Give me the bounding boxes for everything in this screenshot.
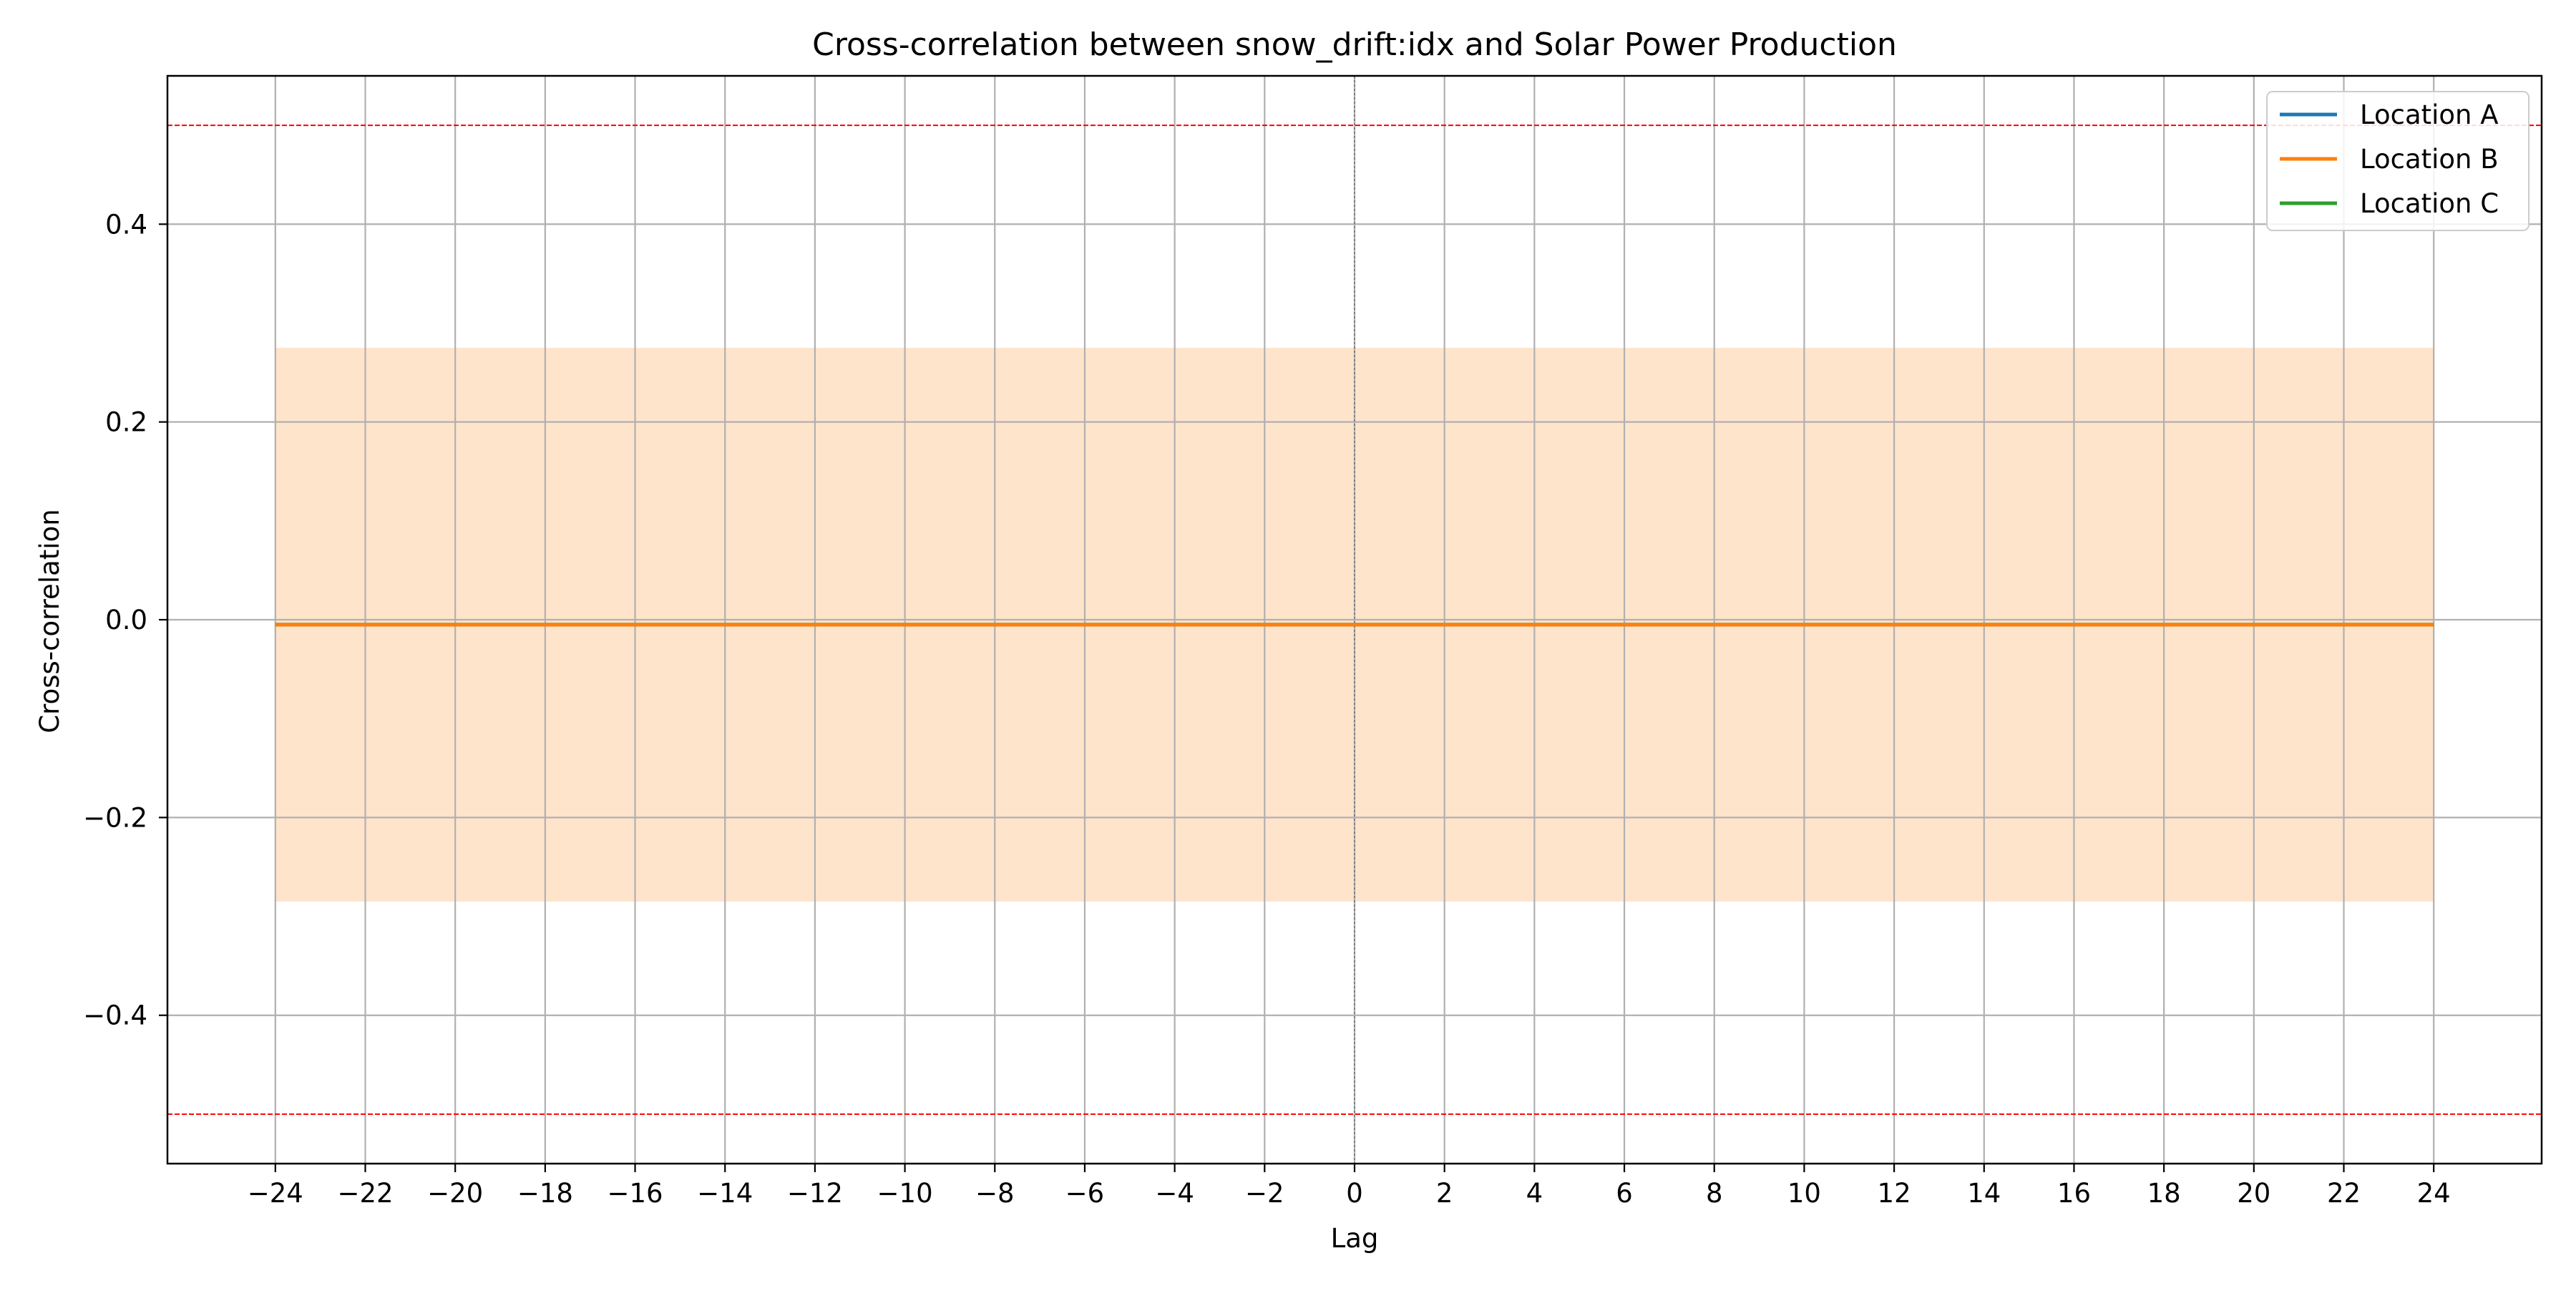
x-tick-label: −22	[337, 1178, 393, 1209]
x-tick-label: 16	[2057, 1178, 2091, 1209]
legend-label: Location A	[2360, 99, 2499, 130]
y-tick-label: −0.4	[83, 1000, 147, 1031]
x-tick-label: −14	[697, 1178, 753, 1209]
legend-label: Location C	[2360, 188, 2499, 219]
x-tick-label: 6	[1616, 1178, 1633, 1209]
chart-title: Cross-correlation between snow_drift:idx…	[812, 26, 1897, 63]
x-tick-label: 8	[1706, 1178, 1723, 1209]
x-tick-label: −6	[1065, 1178, 1105, 1209]
x-tick-label: 0	[1346, 1178, 1363, 1209]
plot-layer: −24 −22 −20 −18 −16 −14 −12 −10 −8 −6 −4 −2 0 2 4 6 8 10 1…	[83, 74, 2543, 1209]
x-tick-label: 10	[1787, 1178, 1821, 1209]
x-tick-label: 18	[2147, 1178, 2181, 1209]
x-tick-label: −12	[787, 1178, 843, 1209]
x-tick-label: −18	[517, 1178, 573, 1209]
x-tick-label: −20	[427, 1178, 483, 1209]
x-tick-label: −16	[607, 1178, 663, 1209]
x-tick-label: −4	[1155, 1178, 1194, 1209]
y-tick-label: 0.4	[105, 209, 147, 240]
x-tick-label: −24	[248, 1178, 303, 1209]
x-tick-label: 20	[2237, 1178, 2270, 1209]
x-tick-label: 24	[2417, 1178, 2451, 1209]
y-axis-label: Cross-correlation	[34, 509, 65, 733]
y-tick-label: 0.0	[105, 605, 147, 635]
legend-box	[2266, 91, 2529, 231]
x-tick-label: −10	[877, 1178, 933, 1209]
x-axis-label: Lag	[1331, 1223, 1379, 1254]
legend-label: Location B	[2360, 144, 2499, 175]
x-tick-label: 2	[1436, 1178, 1453, 1209]
y-tick-label: 0.2	[105, 407, 147, 438]
x-tick-label: 14	[1967, 1178, 2001, 1209]
legend: Location A Location B Location C	[2266, 91, 2529, 231]
y-tick-label: −0.2	[83, 802, 147, 833]
x-tick-label: −8	[975, 1178, 1015, 1209]
x-tick-label: 4	[1526, 1178, 1543, 1209]
x-tick-label: 12	[1878, 1178, 1911, 1209]
x-tick-label: 22	[2327, 1178, 2361, 1209]
x-tick-label: −2	[1245, 1178, 1284, 1209]
